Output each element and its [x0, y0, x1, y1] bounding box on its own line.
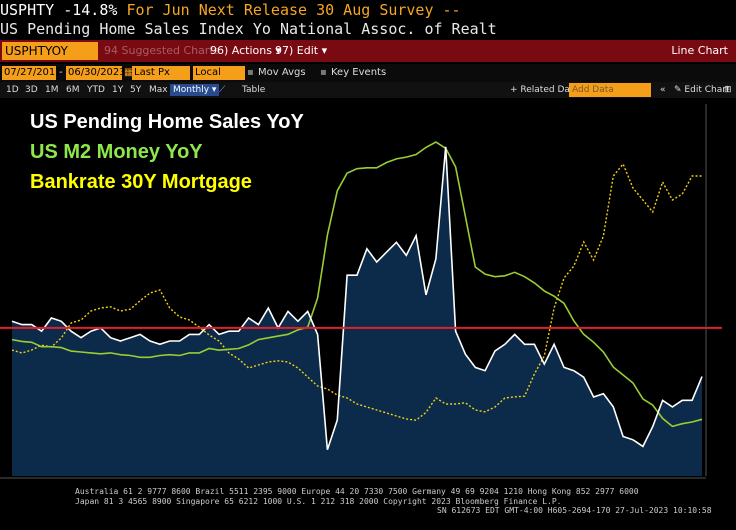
next-release: Next Release 30 Aug	[198, 1, 371, 19]
related-data-button[interactable]: + Related Data	[510, 85, 579, 95]
mortgage-series-line	[11, 162, 702, 421]
period-3d[interactable]: 3D	[25, 85, 38, 95]
bloomberg-footer: Australia 61 2 9777 8600 Brazil 5511 239…	[0, 484, 736, 530]
ticker-symbol: USPHTY	[0, 1, 55, 19]
overlay-title-mortgage: Bankrate 30Y Mortgage	[30, 171, 252, 193]
survey: Survey --	[379, 1, 461, 19]
chart-type-label: Line Chart	[671, 44, 728, 57]
mov-avgs-label: Mov Avgs	[258, 67, 306, 78]
date-controls: 07/27/2017 - 06/30/2023 ▦ Last Px Local …	[0, 64, 736, 92]
table-button[interactable]: Table	[242, 85, 266, 95]
calendar-icon[interactable]: ▦	[124, 67, 134, 78]
suggested-charts-button[interactable]: 94 Suggested Charts	[104, 44, 220, 57]
function-toolbar: USPHTYOY Index 94 Suggested Charts 96) A…	[0, 40, 736, 76]
key-events-checkbox[interactable]: ▪	[320, 67, 327, 78]
edit-menu[interactable]: 97) Edit ▾	[275, 44, 327, 58]
line-chart: US Pending Home Sales YoY US M2 Money Yo…	[0, 98, 736, 484]
home-sales-series-line	[11, 146, 703, 450]
field-select[interactable]: Last Px	[132, 66, 190, 80]
add-data-input[interactable]: Add Data	[569, 83, 651, 97]
period-1y[interactable]: 1Y	[112, 85, 124, 95]
date-separator: -	[59, 67, 63, 78]
chevron-down-icon: ▾	[275, 44, 281, 57]
m2-series-line	[11, 141, 703, 428]
overlay-title-m2: US M2 Money YoY	[30, 141, 203, 163]
footer-contact-line-1: Australia 61 2 9777 8600 Brazil 5511 239…	[75, 487, 639, 496]
chevron-down-icon: ▾	[211, 85, 217, 95]
frequency-select[interactable]: Monthly ▾	[170, 84, 220, 96]
security-description: US Pending Home Sales Index Yo National …	[0, 20, 497, 38]
line-chart-icon[interactable]: ⟋	[219, 85, 226, 95]
period-bar: 1D 3D 1M 6M YTD 1Y 5Y Max Monthly ▾ ⟋ Ta…	[0, 82, 736, 98]
start-date-input[interactable]: 07/27/2017	[2, 66, 62, 80]
key-events-label: Key Events	[331, 67, 387, 78]
period-1m[interactable]: 1M	[45, 85, 59, 95]
mov-avgs-checkbox[interactable]: ▪	[247, 67, 254, 78]
period-max[interactable]: Max	[149, 85, 168, 95]
home-sales-area-fill	[12, 146, 702, 477]
edit-chart-button[interactable]: ✎ Edit Chart	[674, 84, 729, 96]
period-1d[interactable]: 1D	[6, 85, 19, 95]
edit-chart-label: Edit Chart	[684, 85, 730, 95]
end-date-input[interactable]: 06/30/2023	[66, 66, 126, 80]
actions-label: 96) Actions	[210, 44, 272, 57]
footer-contact-line-2: Japan 81 3 4565 8900 Singapore 65 6212 1…	[75, 497, 562, 506]
last-value: -14.8%	[63, 1, 118, 19]
footer-session-line: SN 612673 EDT GMT-4:00 H605-2694-170 27-…	[437, 506, 712, 515]
chevron-down-icon: ▾	[321, 44, 328, 57]
header-quote-row: USPHTY -14.8% For Jun Next Release 30 Au…	[0, 0, 736, 20]
collapse-icon[interactable]: «	[660, 85, 666, 95]
overlay-title-home-sales: US Pending Home Sales YoY	[30, 111, 304, 133]
frequency-label: Monthly	[173, 85, 210, 95]
currency-select[interactable]: Local CCY	[193, 66, 245, 92]
edit-label: 97) Edit	[275, 44, 319, 57]
settings-icon[interactable]: ⊞	[724, 85, 732, 95]
pencil-icon: ✎	[674, 85, 682, 95]
period-6m[interactable]: 6M	[66, 85, 80, 95]
actions-menu[interactable]: 96) Actions ▾	[210, 44, 281, 58]
for-period: For Jun	[126, 1, 190, 19]
period-5y[interactable]: 5Y	[130, 85, 142, 95]
ticker-field[interactable]: USPHTYOY Index	[2, 42, 98, 76]
period-ytd[interactable]: YTD	[87, 85, 105, 95]
